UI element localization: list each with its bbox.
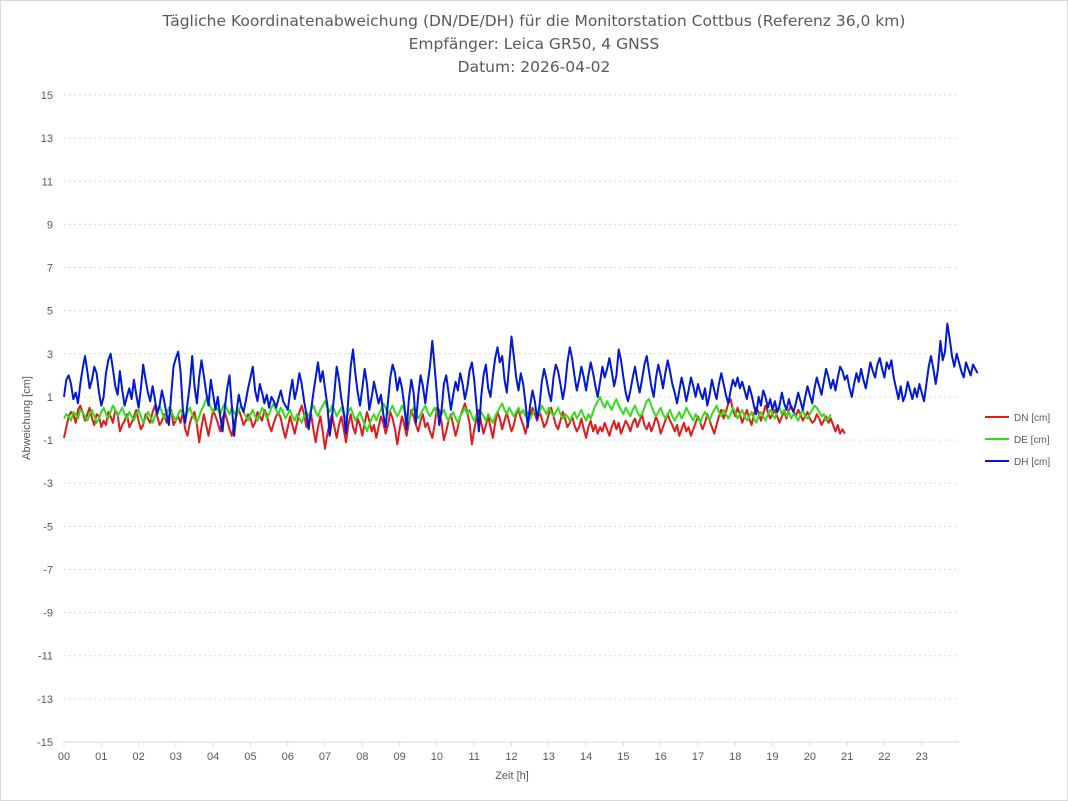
x-tick-label: 04 — [207, 751, 219, 763]
x-tick-label: 03 — [170, 751, 182, 763]
x-tick-label: 11 — [468, 751, 479, 763]
x-tick-label: 09 — [394, 751, 406, 763]
x-tick-label: 22 — [878, 751, 890, 763]
legend-entry: DN [cm] — [1014, 413, 1050, 424]
x-tick-label: 07 — [319, 751, 331, 763]
y-tick-label: 7 — [47, 263, 53, 275]
x-tick-labels: 00 01 02 03 04 05 06 07 08 09 10 11 12 13 14 15 16 17 18 19… — [58, 751, 928, 763]
x-tick-label: 13 — [543, 751, 555, 763]
y-tick-label: -3 — [43, 478, 53, 490]
x-axis-label: Zeit [h] — [495, 770, 529, 782]
chart-title-line-1: Tägliche Koordinatenabweichung (DN/DE/DH… — [162, 12, 906, 30]
y-tick-label: 1 — [47, 392, 53, 404]
y-tick-label: 5 — [47, 306, 53, 318]
y-tick-label: 13 — [41, 133, 53, 145]
y-tick-labels: 15 13 11 9 7 5 3 1 -1 -3 -5 -7 -9 -11 -13 -15 — [37, 90, 53, 749]
chart-title-line-3: Datum: 2026-04-02 — [457, 58, 611, 76]
x-tick-label: 06 — [282, 751, 294, 763]
series-lines — [63, 322, 979, 450]
series-line-de — [63, 395, 832, 433]
x-tick-label: 23 — [916, 751, 928, 763]
legend-entry: DE [cm] — [1014, 435, 1050, 446]
x-tick-label: 15 — [617, 751, 629, 763]
x-tick-label: 05 — [244, 751, 256, 763]
x-tick-label: 16 — [655, 751, 667, 763]
y-axis-label: Abweichung [cm] — [21, 376, 33, 460]
chart-title-line-2: Empfänger: Leica GR50, 4 GNSS — [408, 35, 660, 53]
x-tick-label: 19 — [766, 751, 778, 763]
x-tick-label: 21 — [841, 751, 853, 763]
x-tick-label: 12 — [505, 751, 517, 763]
series-line-dh — [63, 322, 979, 437]
x-tick-label: 10 — [431, 751, 443, 763]
legend-entry: DH [cm] — [1014, 457, 1050, 468]
y-tick-label: 3 — [47, 349, 53, 361]
y-tick-label: 11 — [42, 176, 53, 188]
x-tick-marks — [63, 742, 923, 746]
y-tick-label: 9 — [47, 219, 53, 231]
x-tick-label: 08 — [356, 751, 368, 763]
y-tick-label: -9 — [43, 608, 53, 620]
y-tick-label: -13 — [37, 694, 53, 706]
x-tick-label: 00 — [58, 751, 70, 763]
x-tick-label: 20 — [804, 751, 816, 763]
y-tick-label: -7 — [43, 564, 53, 576]
x-tick-label: 17 — [692, 751, 704, 763]
x-tick-label: 01 — [95, 751, 107, 763]
y-tick-label: -1 — [43, 435, 53, 447]
x-tick-label: 18 — [729, 751, 741, 763]
x-tick-label: 02 — [132, 751, 144, 763]
legend: DN [cm] DE [cm] DH [cm] — [985, 413, 1050, 468]
y-tick-label: -15 — [37, 737, 53, 749]
series-line-dn — [63, 398, 846, 450]
y-tick-label: 15 — [41, 90, 53, 102]
y-tick-label: -5 — [43, 521, 53, 533]
x-tick-label: 14 — [580, 751, 592, 763]
y-tick-label: -11 — [38, 651, 53, 663]
